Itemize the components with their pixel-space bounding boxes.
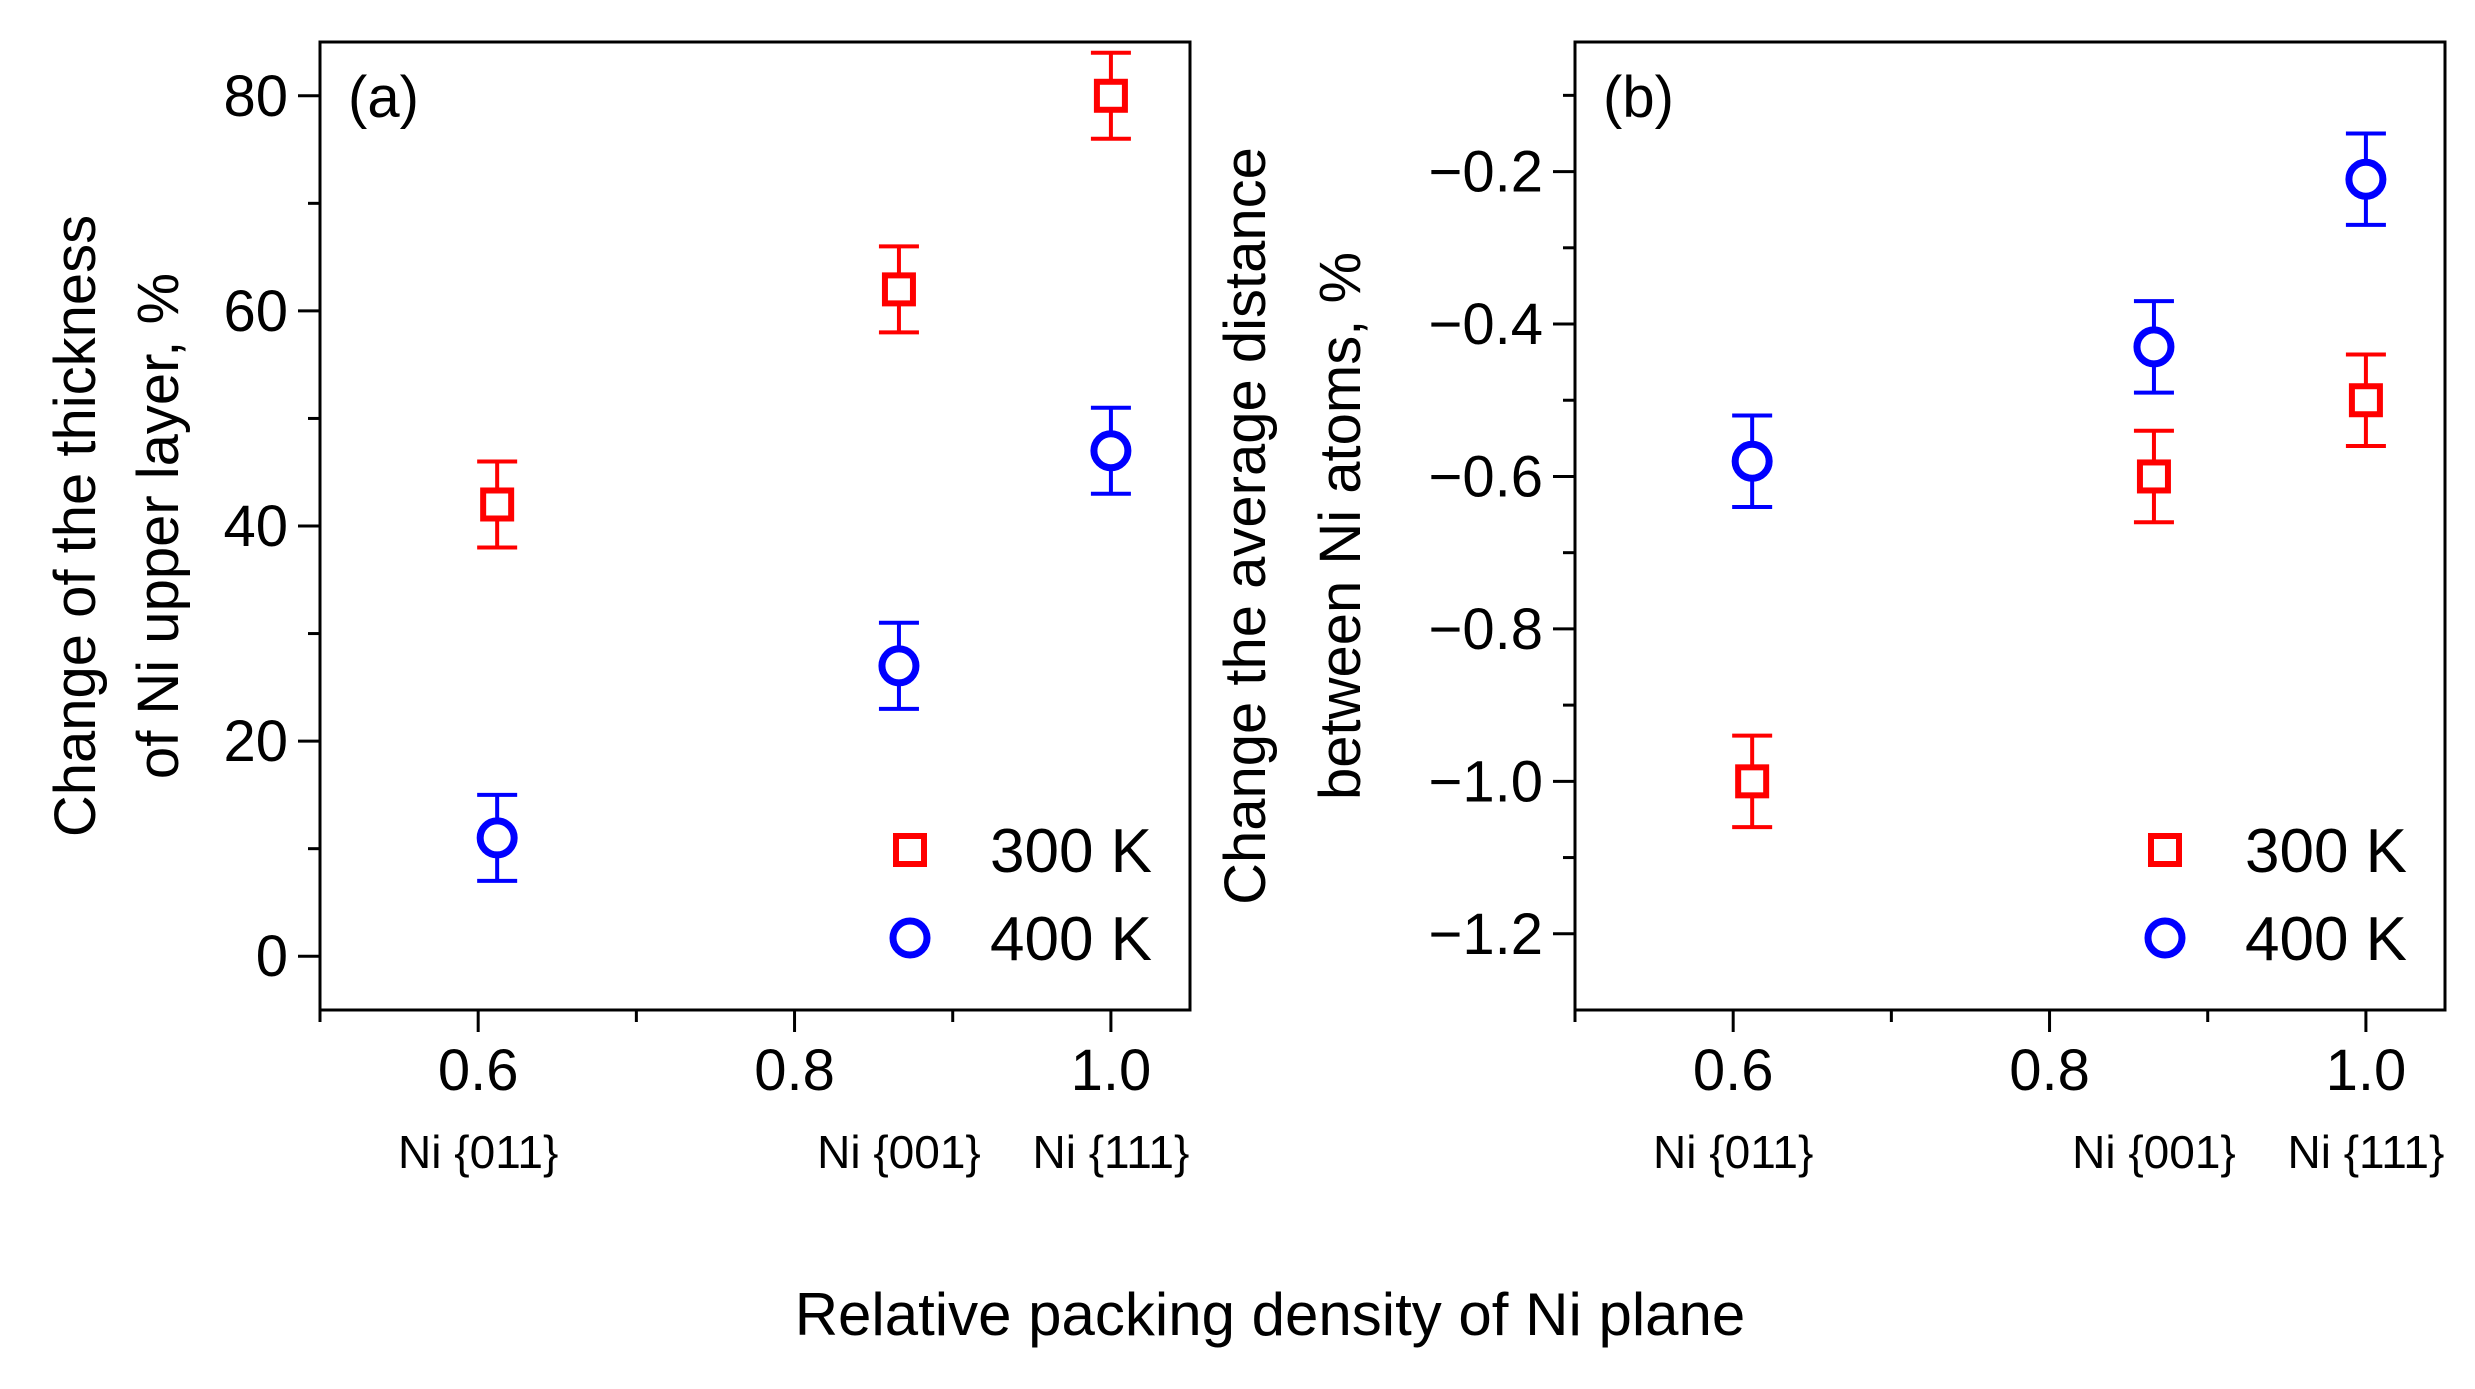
panel-label: (b)	[1603, 65, 1674, 130]
panel-b-chart: 0.6 0.8 1.0 Ni {011} Ni {001} Ni {111} −1.2 −1.…	[1213, 40, 2447, 1178]
data-point-circle	[1090, 430, 1132, 472]
legend-marker-circle	[2144, 917, 2186, 959]
y-tick-label: −0.6	[1429, 444, 1544, 509]
data-point-square	[480, 487, 515, 522]
x-tick-label: 0.8	[2009, 1038, 2090, 1103]
legend-label: 400 K	[990, 905, 1152, 974]
data-point-square	[2348, 383, 2383, 418]
data-point-square	[2136, 459, 2171, 494]
data-point-square	[1735, 764, 1770, 799]
plane-label: Ni {011}	[1653, 1126, 1813, 1178]
y-axis-label: Change the average distance	[1213, 147, 1278, 905]
data-point-square	[881, 272, 916, 307]
y-tick-label: 0	[256, 924, 288, 989]
legend-marker-square	[2148, 833, 2182, 867]
legend-label: 400 K	[2245, 905, 2407, 974]
plane-label: Ni {011}	[398, 1126, 558, 1178]
common-x-axis-label: Relative packing density of Ni plane	[795, 1281, 1746, 1348]
legend-marker-square	[893, 833, 927, 867]
y-tick-label: −1.2	[1429, 902, 1544, 967]
y-tick-label: −1.0	[1429, 749, 1544, 814]
x-tick-label: 0.6	[1693, 1038, 1774, 1103]
plane-label: Ni {001}	[817, 1126, 981, 1178]
y-tick-label: 80	[223, 64, 288, 129]
plane-label: Ni {111}	[1032, 1126, 1189, 1178]
panel-label: (a)	[348, 65, 419, 130]
y-axis-label: between Ni atoms, %	[1308, 252, 1373, 800]
plane-label: Ni {001}	[2072, 1126, 2236, 1178]
data-point-circle	[1731, 440, 1773, 482]
x-tick-label: 1.0	[1071, 1038, 1152, 1103]
y-axis-label: of Ni upper layer, %	[126, 273, 191, 779]
y-tick-label: 60	[223, 279, 288, 344]
legend-label: 300 K	[990, 817, 1152, 886]
data-point-circle	[2345, 158, 2387, 200]
x-tick-label: 0.8	[754, 1038, 835, 1103]
data-point-square	[1093, 78, 1128, 113]
y-tick-label: −0.8	[1429, 597, 1544, 662]
y-tick-label: −0.2	[1429, 140, 1544, 205]
x-tick-label: 1.0	[2326, 1038, 2407, 1103]
y-tick-label: 20	[223, 709, 288, 774]
legend-marker-circle	[889, 917, 931, 959]
data-point-circle	[476, 817, 518, 859]
legend-label: 300 K	[2245, 817, 2407, 886]
y-tick-label: 40	[223, 494, 288, 559]
x-tick-label: 0.6	[438, 1038, 519, 1103]
plot-frame	[1573, 40, 2447, 1012]
plane-label: Ni {111}	[2287, 1126, 2444, 1178]
panel-a-chart: 0.6 0.8 1.0 Ni {011} Ni {001} Ni {111} 0 20 40 60…	[43, 40, 1192, 1178]
data-point-circle	[2133, 326, 2175, 368]
y-axis-label: Change of the thickness	[43, 215, 108, 837]
data-point-circle	[878, 645, 920, 687]
y-tick-label: −0.4	[1429, 292, 1544, 357]
